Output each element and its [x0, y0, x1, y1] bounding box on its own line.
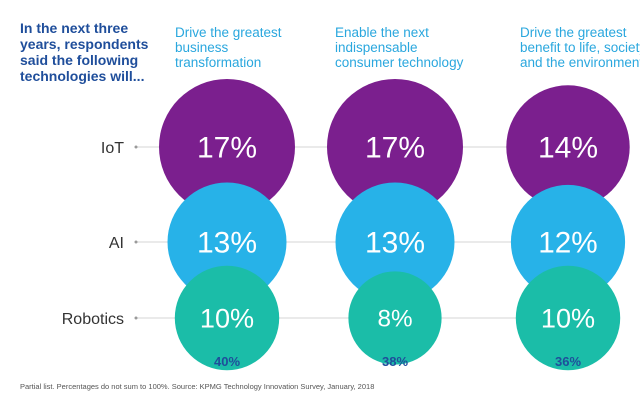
column-header-business: Drive the greatest business transformati…	[175, 25, 282, 70]
chart-intro-title: In the next three years, respondents sai…	[20, 20, 149, 84]
row-label-robotics: Robotics	[62, 311, 124, 328]
bubble-label-robotics-col2: 8%	[377, 306, 412, 333]
row-label-iot: IoT	[101, 140, 124, 157]
column-header-consumer: Enable the next indispensable consumer t…	[335, 25, 464, 70]
bubble-label-iot-col1: 17%	[197, 132, 257, 165]
bubble-iot-col2	[327, 79, 463, 215]
bubble-robotics-col1	[174, 265, 280, 371]
bubble-robotics-col2	[348, 271, 442, 365]
bubble-robotics-col3	[515, 265, 621, 371]
bubble-iot-col3	[506, 85, 630, 209]
bubble-label-ai-col2: 13%	[365, 227, 425, 260]
bubble-ai-col1	[167, 182, 287, 302]
bubble-ai-col3	[510, 184, 626, 300]
bubble-label-iot-col3: 14%	[538, 132, 598, 165]
column-total-consumer: 38%	[381, 354, 409, 369]
bubble-iot-col1	[159, 79, 295, 215]
chart-footnote: Partial list. Percentages do not sum to …	[20, 382, 375, 391]
bubble-label-robotics-col3: 10%	[541, 303, 595, 334]
row-dot-iot	[134, 145, 138, 149]
column-header-society: Drive the greatest benefit to life, soci…	[520, 25, 640, 70]
column-total-society: 36%	[554, 354, 582, 369]
bubble-label-robotics-col1: 10%	[200, 303, 254, 334]
row-dot-robotics	[134, 316, 138, 320]
bubble-label-iot-col2: 17%	[365, 132, 425, 165]
bubble-ai-col2	[335, 182, 455, 302]
row-dot-ai	[134, 240, 138, 244]
bubble-label-ai-col1: 13%	[197, 227, 257, 260]
column-total-business: 40%	[213, 354, 241, 369]
bubble-label-ai-col3: 12%	[538, 226, 597, 259]
row-label-ai: AI	[109, 235, 124, 252]
